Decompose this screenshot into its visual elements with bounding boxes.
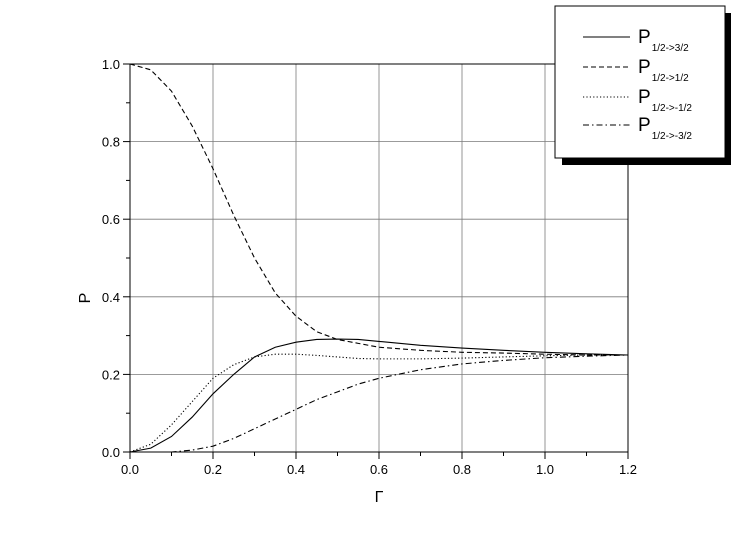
legend-label-2: P1/2->-1/2	[638, 87, 692, 114]
legend-label-1: P1/2->1/2	[638, 57, 689, 84]
series-line-1	[129, 63, 628, 356]
x-tick-label-3: 0.6	[370, 462, 388, 477]
y-tick-label-3: 0.6	[102, 212, 120, 227]
x-tick-label-4: 0.8	[453, 462, 471, 477]
x-tick-label-5: 1.0	[536, 462, 554, 477]
legend-label-main-2: P	[638, 87, 651, 108]
legend-box	[554, 5, 726, 159]
y-tick-label-2: 0.4	[102, 290, 120, 305]
y-tick-label-1: 0.2	[102, 367, 120, 382]
x-tick-label-1: 0.2	[204, 462, 222, 477]
grid	[129, 63, 629, 453]
legend-label-sub-3: 1/2->-3/2	[652, 131, 693, 142]
y-tick-label-0: 0.0	[102, 445, 120, 460]
x-tick-label-2: 0.4	[287, 462, 305, 477]
y-tick-label-4: 0.8	[102, 135, 120, 150]
legend-label-3: P1/2->-3/2	[638, 115, 692, 142]
series-line-0	[129, 338, 629, 453]
legend-label-main-1: P	[638, 57, 651, 78]
series-line-2	[129, 353, 628, 453]
legend-label-sub-2: 1/2->-1/2	[652, 103, 693, 114]
legend-label-0: P1/2->3/2	[638, 27, 689, 54]
x-axis-title: Γ	[375, 489, 384, 506]
x-tick-label-0: 0.0	[121, 462, 139, 477]
y-axis-title: P	[77, 293, 94, 304]
series-line-3	[130, 354, 629, 453]
legend-label-sub-0: 1/2->3/2	[652, 43, 689, 54]
legend-label-sub-1: 1/2->1/2	[652, 73, 689, 84]
ticks	[123, 63, 629, 459]
series-curves	[129, 63, 629, 453]
tick-labels: 0.0 0.2 0.4 0.6 0.8 1.0 1.2 0.0 0.2 0.4 0.6 0.8 1.0	[102, 57, 637, 477]
legend-label-main-0: P	[638, 27, 651, 48]
y-tick-label-5: 1.0	[102, 57, 120, 72]
x-tick-label-6: 1.2	[619, 462, 637, 477]
legend-label-main-3: P	[638, 115, 651, 136]
legend: P1/2->3/2P1/2->1/2P1/2->-1/2P1/2->-3/2	[554, 5, 731, 165]
